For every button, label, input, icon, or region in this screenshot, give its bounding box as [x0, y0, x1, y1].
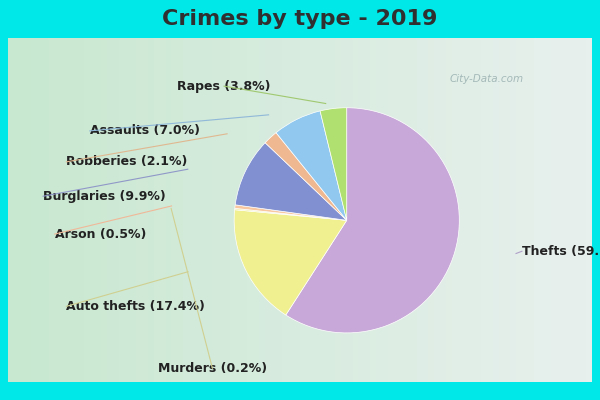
Text: Robberies (2.1%): Robberies (2.1%): [67, 155, 188, 168]
Wedge shape: [235, 208, 347, 220]
Text: Auto thefts (17.4%): Auto thefts (17.4%): [67, 300, 205, 313]
Text: Assaults (7.0%): Assaults (7.0%): [90, 124, 200, 137]
Text: Murders (0.2%): Murders (0.2%): [158, 362, 267, 375]
Wedge shape: [235, 143, 347, 220]
Wedge shape: [265, 133, 347, 220]
Wedge shape: [320, 108, 347, 220]
Text: Burglaries (9.9%): Burglaries (9.9%): [43, 190, 166, 203]
Wedge shape: [276, 111, 347, 220]
Text: Rapes (3.8%): Rapes (3.8%): [178, 80, 271, 93]
Text: Thefts (59.1%): Thefts (59.1%): [522, 245, 600, 258]
Text: City-Data.com: City-Data.com: [450, 74, 524, 84]
Text: Crimes by type - 2019: Crimes by type - 2019: [163, 9, 437, 29]
Wedge shape: [235, 205, 347, 220]
Wedge shape: [286, 108, 460, 333]
Text: Arson (0.5%): Arson (0.5%): [55, 228, 146, 240]
Wedge shape: [234, 210, 347, 315]
